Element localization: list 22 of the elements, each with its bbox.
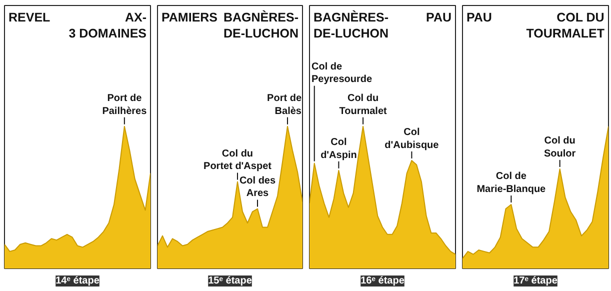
text: PAMIERS: [162, 10, 218, 24]
annotation: Col du Soulor: [544, 136, 576, 160]
text: REVEL: [8, 10, 51, 24]
text: BAGNÈRES- DE-LUCHON: [314, 10, 389, 41]
annotation: Col de Marie-Blanque: [476, 171, 546, 195]
annotation: Col d'Aubisque: [384, 127, 440, 151]
annotation: Port de Balès: [267, 93, 302, 117]
text: Col de Peyresourde: [312, 62, 373, 86]
x-axis-title: 14ᵉ étape: [56, 276, 100, 286]
text: COL DU TOURMALET: [526, 10, 605, 41]
text: AX- 3 DOMAINES: [68, 10, 147, 41]
text: PAU: [466, 10, 492, 24]
x-axis-title: 16ᵉ étape: [360, 276, 405, 286]
x-axis-title: 17ᵉ étape: [514, 276, 558, 286]
text: PAU: [426, 10, 452, 24]
annotation: Col d'Aspin: [320, 137, 357, 161]
x-axis-title: 15ᵉ étape: [208, 276, 252, 286]
annotation: Col du Portet d'Aspet: [204, 148, 272, 172]
annotation: Col des Ares: [239, 175, 276, 200]
annotation: Col du Tourmalet: [339, 93, 388, 117]
text: BAGNÈRES- DE-LUCHON: [223, 10, 299, 41]
annotation: Port de Pailhères: [102, 93, 148, 117]
